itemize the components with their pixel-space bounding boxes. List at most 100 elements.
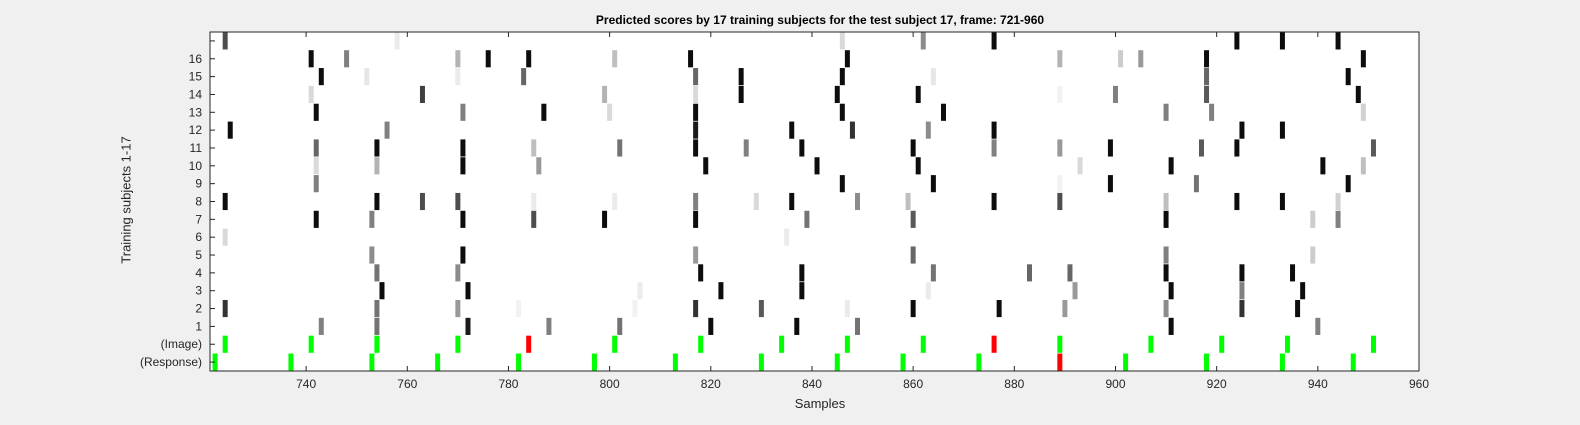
score-cell <box>693 103 699 121</box>
score-cell <box>1163 210 1169 228</box>
image-mark <box>612 335 618 353</box>
score-cell <box>854 192 860 211</box>
score-cell <box>308 85 314 104</box>
image-mark <box>1057 335 1063 353</box>
score-cell <box>308 50 314 68</box>
score-cell <box>738 85 744 104</box>
score-cell <box>1057 175 1063 193</box>
score-cell <box>930 175 936 193</box>
score-cell <box>1279 192 1285 211</box>
score-cell <box>1163 192 1169 211</box>
score-cell <box>996 299 1002 318</box>
score-cell <box>313 210 319 228</box>
score-cell <box>364 68 370 86</box>
score-cell <box>1335 192 1341 211</box>
y-tick-label: (Image) <box>161 337 202 351</box>
score-cell <box>222 299 228 318</box>
score-cell <box>839 175 845 193</box>
score-cell <box>789 192 795 211</box>
score-cell <box>1057 139 1063 157</box>
score-cell <box>814 157 820 175</box>
score-cell <box>222 192 228 211</box>
score-cell <box>344 50 350 68</box>
score-cell <box>1209 103 1215 121</box>
chart-title: Predicted scores by 17 training subjects… <box>595 13 1045 27</box>
response-mark <box>976 353 982 371</box>
score-cell <box>318 68 324 86</box>
response-mark <box>900 353 906 371</box>
score-cell <box>799 282 805 300</box>
score-cell <box>1310 210 1316 228</box>
score-cell <box>915 157 921 175</box>
score-cell <box>516 299 522 318</box>
score-cell <box>925 282 931 300</box>
score-cell <box>531 192 537 211</box>
score-cell <box>369 246 375 264</box>
score-cell <box>419 85 425 104</box>
score-cell <box>758 299 764 318</box>
score-cell <box>1234 32 1240 50</box>
score-cell <box>849 121 855 139</box>
score-cell <box>910 246 916 264</box>
y-tick-label: 16 <box>189 52 203 66</box>
score-cell <box>1239 121 1245 139</box>
score-cell <box>1026 264 1032 282</box>
score-cell <box>1345 68 1351 86</box>
score-cell <box>854 317 860 335</box>
score-cell <box>455 264 461 282</box>
response-mark <box>435 353 441 371</box>
score-cell <box>1204 50 1210 68</box>
score-cell <box>925 121 931 139</box>
score-cell <box>1239 282 1245 300</box>
score-cell <box>839 32 845 50</box>
score-cell <box>1345 175 1351 193</box>
x-tick-label: 940 <box>1308 377 1328 391</box>
score-cell <box>1057 50 1063 68</box>
score-cell <box>688 50 694 68</box>
x-tick-label: 740 <box>296 377 316 391</box>
score-cell <box>1112 85 1118 104</box>
score-cell <box>1107 175 1113 193</box>
response-mark <box>1279 353 1285 371</box>
score-cell <box>839 68 845 86</box>
score-cell <box>910 139 916 157</box>
response-mark <box>212 353 218 371</box>
score-cell <box>1193 175 1199 193</box>
score-cell <box>1168 282 1174 300</box>
x-tick-label: 840 <box>802 377 822 391</box>
score-cell <box>693 246 699 264</box>
y-tick-label: 2 <box>195 302 202 316</box>
score-cell <box>612 50 618 68</box>
score-cell <box>693 139 699 157</box>
score-cell <box>794 317 800 335</box>
x-tick-label: 820 <box>701 377 721 391</box>
score-cell <box>536 157 542 175</box>
score-cell <box>1118 50 1124 68</box>
response-mark <box>758 353 764 371</box>
y-tick-label: 10 <box>189 159 203 173</box>
x-tick-label: 960 <box>1409 377 1429 391</box>
y-tick-label: 14 <box>189 87 203 101</box>
score-cell <box>318 317 324 335</box>
x-tick-label: 880 <box>1004 377 1024 391</box>
score-cell <box>1360 103 1366 121</box>
y-tick-label: 8 <box>195 195 202 209</box>
score-cell <box>1067 264 1073 282</box>
score-cell <box>920 32 926 50</box>
score-cell <box>632 299 638 318</box>
score-cell <box>930 68 936 86</box>
score-cell <box>1057 192 1063 211</box>
score-cell <box>374 192 380 211</box>
image-mark <box>374 335 380 353</box>
response-mark <box>672 353 678 371</box>
score-cell <box>374 264 380 282</box>
score-cell <box>521 68 527 86</box>
score-cell <box>460 139 466 157</box>
score-cell <box>804 210 810 228</box>
image-mark <box>455 335 461 353</box>
score-cell <box>379 282 385 300</box>
score-cell <box>1057 85 1063 104</box>
score-cell <box>799 264 805 282</box>
image-mark <box>779 335 785 353</box>
response-mark <box>1350 353 1356 371</box>
